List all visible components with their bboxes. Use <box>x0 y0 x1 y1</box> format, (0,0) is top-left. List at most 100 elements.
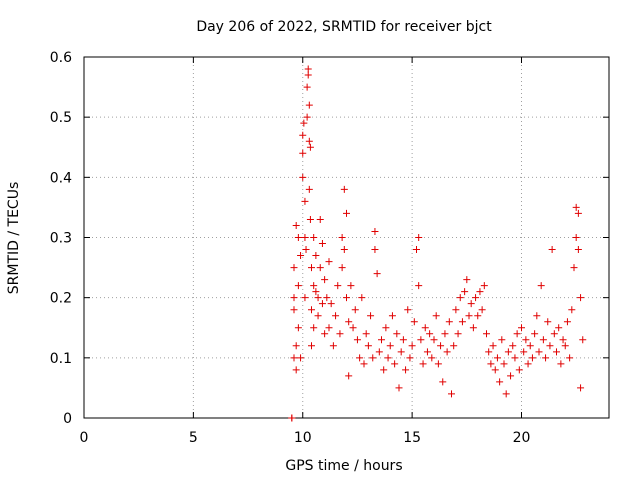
data-point <box>303 83 311 91</box>
data-point <box>515 366 523 374</box>
data-point <box>340 185 348 193</box>
data-point <box>426 330 434 338</box>
data-point <box>559 336 567 344</box>
data-point <box>404 306 412 314</box>
data-point <box>441 330 449 338</box>
data-point <box>310 234 318 241</box>
data-point <box>522 336 530 344</box>
data-point <box>546 342 554 350</box>
data-point <box>476 288 484 296</box>
data-point <box>347 282 355 290</box>
y-tick-label: 0.5 <box>50 110 72 126</box>
data-point <box>310 324 318 332</box>
data-point <box>290 264 298 272</box>
data-point <box>574 246 582 254</box>
y-tick-label: 0.6 <box>50 50 72 66</box>
data-point <box>572 203 580 211</box>
data-point <box>308 342 315 350</box>
data-point <box>474 312 482 320</box>
data-point <box>302 246 310 254</box>
data-point <box>349 324 357 332</box>
data-point <box>502 390 510 398</box>
data-point <box>378 336 385 344</box>
data-point <box>467 300 475 308</box>
data-point <box>577 384 585 392</box>
data-point <box>304 71 312 79</box>
data-point <box>393 330 401 338</box>
data-point <box>399 336 407 344</box>
data-point <box>496 378 504 386</box>
data-point <box>294 282 302 290</box>
data-point <box>332 312 340 320</box>
data-point <box>299 149 307 157</box>
data-point <box>509 342 517 350</box>
data-point <box>550 330 558 338</box>
data-point <box>478 306 486 314</box>
data-point <box>452 306 460 314</box>
data-point <box>297 354 305 362</box>
data-point <box>305 101 313 109</box>
data-point <box>493 354 501 362</box>
data-point <box>343 294 350 302</box>
data-point <box>305 185 313 193</box>
data-point <box>371 246 379 254</box>
data-point <box>445 318 453 326</box>
data-point <box>413 246 420 254</box>
data-point <box>345 318 353 326</box>
y-tick-label: 0.4 <box>50 170 72 186</box>
data-point <box>487 360 495 368</box>
data-point <box>434 360 442 368</box>
data-point <box>406 354 414 362</box>
data-point <box>312 288 320 296</box>
data-point <box>290 354 298 362</box>
data-point <box>299 131 307 139</box>
data-point <box>489 342 497 350</box>
data-point <box>353 336 361 344</box>
data-point <box>539 336 547 344</box>
data-point <box>325 324 333 332</box>
data-point <box>301 234 309 241</box>
data-point <box>388 312 396 320</box>
data-point <box>579 336 587 344</box>
data-point <box>301 197 309 205</box>
data-point <box>292 221 300 229</box>
data-point <box>397 348 405 356</box>
data-point <box>371 227 379 235</box>
x-tick-label: 0 <box>80 430 89 446</box>
data-point <box>465 312 473 320</box>
data-point <box>306 215 314 223</box>
data-point <box>528 354 536 362</box>
data-point <box>456 294 464 302</box>
data-point <box>318 300 326 308</box>
data-point <box>498 336 506 344</box>
data-point <box>574 209 582 217</box>
data-point <box>340 246 348 254</box>
data-point <box>300 119 308 127</box>
data-point <box>439 378 447 386</box>
data-point <box>304 65 312 73</box>
data-point <box>421 324 429 332</box>
data-point <box>557 360 565 368</box>
data-point <box>303 113 311 121</box>
data-point <box>472 294 480 302</box>
data-point <box>561 342 569 350</box>
data-point <box>555 324 563 332</box>
data-point <box>415 234 423 241</box>
data-point <box>531 330 539 338</box>
data-point <box>292 366 300 374</box>
data-point <box>290 294 298 302</box>
y-tick-labels: 0 0.1 0.2 0.3 0.4 0.5 0.6 <box>50 50 72 427</box>
data-point <box>563 318 571 326</box>
data-point <box>358 294 366 302</box>
data-point <box>448 390 455 398</box>
data-point <box>553 348 560 356</box>
data-point <box>325 258 333 266</box>
data-point <box>288 414 296 422</box>
data-point <box>566 354 574 362</box>
data-point <box>327 300 335 308</box>
data-point <box>345 372 353 380</box>
data-point <box>364 342 372 350</box>
data-point <box>369 354 377 362</box>
data-point <box>423 348 431 356</box>
